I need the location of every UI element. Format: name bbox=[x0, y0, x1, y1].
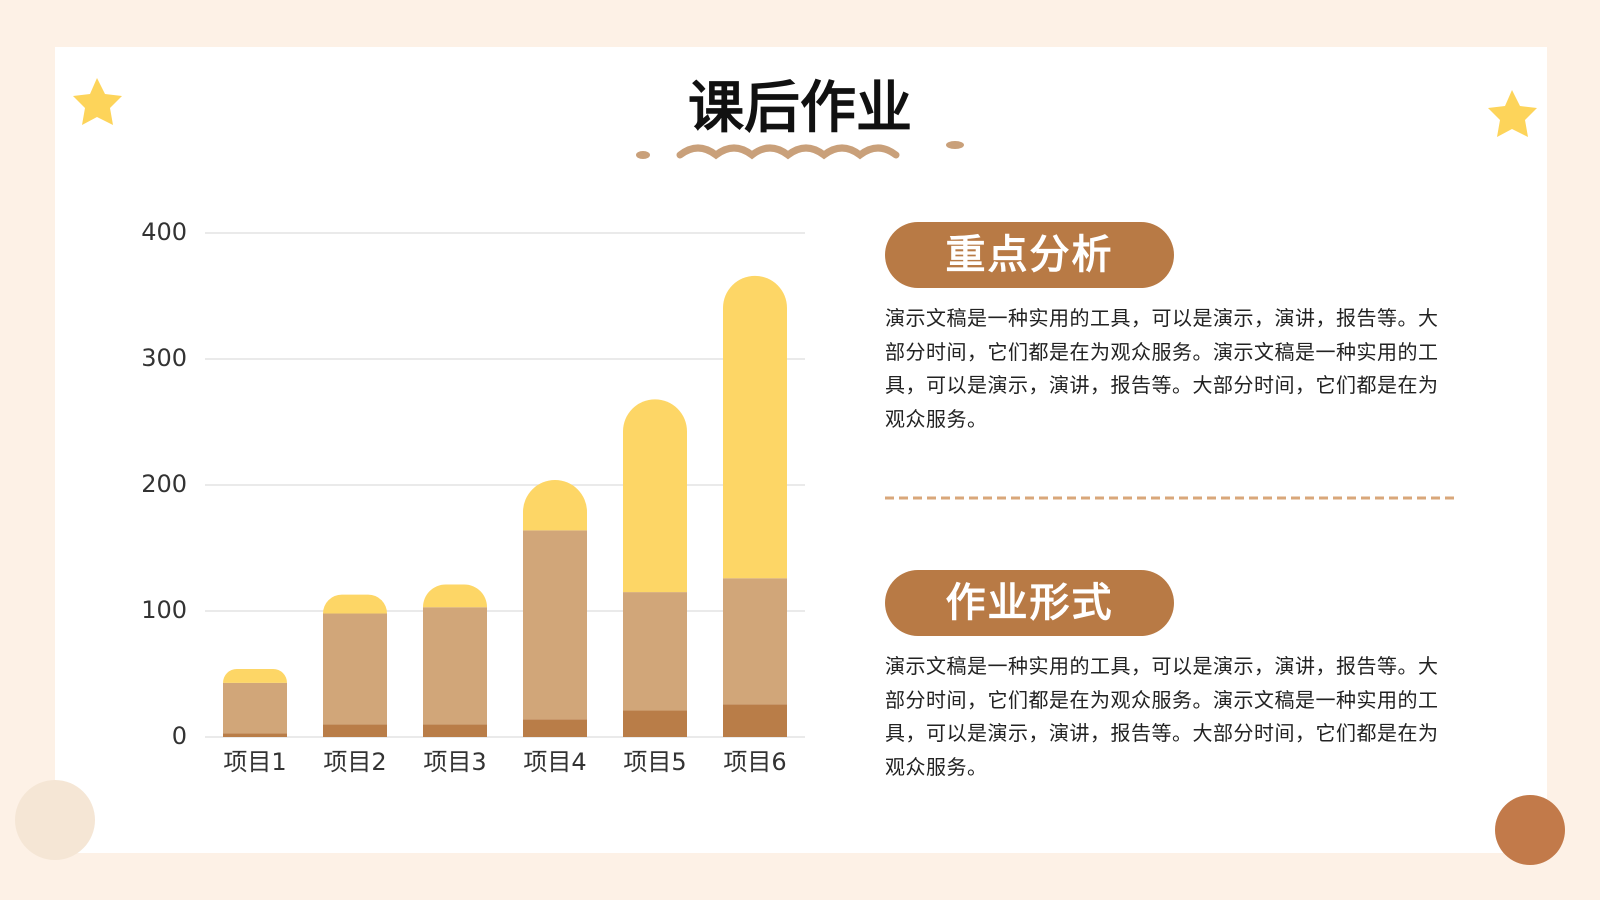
y-tick-label: 300 bbox=[141, 344, 187, 372]
sheep bbox=[15, 780, 95, 860]
dot bbox=[636, 151, 650, 159]
y-tick-label: 0 bbox=[172, 722, 187, 750]
section-heading: 重点分析 bbox=[885, 222, 1174, 288]
dot bbox=[946, 141, 964, 149]
title-deco bbox=[676, 144, 900, 160]
bar-segment bbox=[523, 719, 587, 737]
x-tick-label: 项目4 bbox=[523, 748, 586, 776]
bar-segment bbox=[423, 724, 487, 737]
bar-segment bbox=[323, 594, 387, 614]
bar-segment bbox=[623, 592, 687, 711]
bar-segment bbox=[723, 275, 787, 579]
bar-segment bbox=[523, 530, 587, 720]
panel bbox=[55, 47, 1547, 853]
section-heading: 作业形式 bbox=[885, 570, 1174, 636]
bar-segment bbox=[423, 607, 487, 725]
star bbox=[1488, 90, 1537, 137]
x-tick-label: 项目3 bbox=[423, 748, 486, 776]
bar-segment bbox=[323, 724, 387, 737]
x-tick-label: 项目5 bbox=[623, 748, 686, 776]
bar-segment bbox=[723, 704, 787, 737]
x-tick-label: 项目6 bbox=[723, 748, 786, 776]
section-body: 演示文稿是一种实用的工具，可以是演示，演讲，报告等。大部分时间，它们都是在为观众… bbox=[885, 306, 1439, 431]
x-tick-label: 项目2 bbox=[323, 748, 386, 776]
y-tick-label: 100 bbox=[141, 596, 187, 624]
bar-segment bbox=[423, 584, 487, 608]
bar-segment bbox=[623, 710, 687, 737]
x-tick-label: 项目1 bbox=[223, 748, 286, 776]
bar-segment bbox=[723, 578, 787, 705]
bar-segment bbox=[323, 613, 387, 725]
bar-segment bbox=[223, 733, 287, 737]
y-tick-label: 200 bbox=[141, 470, 187, 498]
section-body: 演示文稿是一种实用的工具，可以是演示，演讲，报告等。大部分时间，它们都是在为观众… bbox=[885, 654, 1439, 779]
slide-title: 课后作业 bbox=[688, 76, 912, 141]
y-tick-label: 400 bbox=[141, 218, 187, 246]
bar-segment bbox=[623, 399, 687, 593]
ox bbox=[1495, 795, 1565, 865]
star bbox=[73, 78, 122, 125]
bar-segment bbox=[523, 479, 587, 531]
bar-segment bbox=[223, 682, 287, 734]
bar-segment bbox=[223, 668, 287, 683]
